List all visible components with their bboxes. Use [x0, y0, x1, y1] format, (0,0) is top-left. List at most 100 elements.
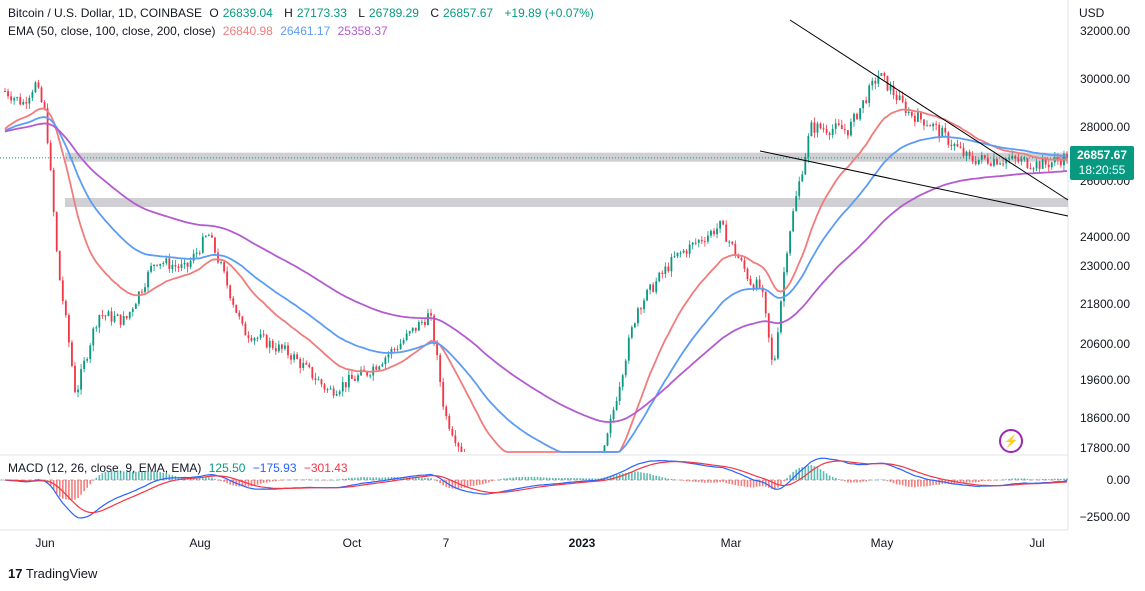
candle-body — [862, 100, 865, 109]
macd-histogram-bar — [804, 466, 807, 480]
macd-histogram-bar — [1026, 478, 1029, 480]
candle-body — [813, 122, 816, 133]
macd-histogram-bar — [433, 479, 435, 481]
symbol-title[interactable]: Bitcoin / U.S. Dollar, 1D, COINBASE — [8, 6, 203, 20]
macd-histogram-bar — [688, 480, 691, 482]
support-resistance-zone — [65, 152, 1068, 162]
candle-body — [311, 367, 314, 379]
candle-body — [983, 155, 986, 159]
macd-histogram-bar — [28, 480, 31, 481]
candle-body — [451, 428, 454, 436]
candle-body — [652, 284, 655, 292]
macd-histogram-bar — [813, 466, 816, 480]
macd-histogram-bar — [34, 479, 37, 480]
candle-body — [442, 382, 445, 407]
macd-histogram-bar — [451, 480, 454, 489]
macd-histogram-bar — [521, 476, 524, 480]
macd-histogram-bar — [694, 480, 697, 482]
candle-body — [773, 358, 776, 360]
candle-body — [40, 87, 43, 103]
tradingview-logo[interactable]: 17 TradingView — [8, 566, 98, 581]
price-tick-label: 20600.00 — [1080, 337, 1130, 351]
candle-body — [207, 235, 210, 237]
candle-body — [752, 284, 755, 290]
candle-body — [58, 250, 61, 281]
macd-histogram-bar — [722, 480, 724, 483]
candle-body — [974, 161, 977, 165]
candle-body — [134, 303, 137, 309]
candle-body — [22, 101, 25, 105]
macd-histogram-bar — [564, 477, 566, 480]
macd-histogram-bar — [1066, 478, 1068, 480]
candle-body — [320, 379, 323, 385]
candle-body — [137, 291, 140, 304]
candle-body — [350, 374, 353, 379]
candle-body — [156, 264, 159, 266]
macd-histogram-bar — [819, 469, 822, 480]
macd-histogram-bar — [74, 480, 76, 500]
macd-histogram-bar — [314, 479, 317, 481]
candle-body — [871, 80, 874, 86]
candle-body — [427, 313, 429, 326]
candle-body — [1023, 158, 1026, 160]
macd-histogram-bar — [935, 480, 937, 485]
macd-histogram-bar — [253, 480, 256, 486]
macd-hist-value: 125.50 — [208, 461, 246, 475]
candle-body — [667, 266, 670, 272]
macd-histogram-bar — [481, 480, 484, 485]
last-price: 26857.67 — [1076, 148, 1128, 162]
macd-histogram-bar — [415, 477, 417, 480]
macd-histogram-bar — [801, 467, 804, 480]
macd-histogram-bar — [1060, 478, 1062, 480]
macd-histogram-bar — [296, 479, 298, 480]
macd-histogram-bar — [652, 475, 654, 480]
candle-body — [122, 315, 125, 325]
lightning-icon[interactable]: ⚡ — [999, 429, 1023, 453]
macd-histogram-bar — [670, 478, 673, 480]
candle-body — [1029, 167, 1032, 169]
macd-histogram-bar — [113, 470, 116, 480]
candle-body — [287, 345, 289, 356]
macd-histogram-bar — [771, 480, 773, 489]
macd-histogram-bar — [649, 473, 651, 480]
candle-body — [898, 95, 901, 101]
macd-label[interactable]: MACD (12, 26, close, 9, EMA, EMA) — [8, 461, 202, 475]
macd-histogram-bar — [734, 480, 737, 486]
macd-histogram-bar — [667, 478, 670, 480]
candle-body — [74, 365, 76, 393]
macd-histogram-bar — [323, 480, 326, 481]
macd-histogram-bar — [719, 480, 721, 483]
macd-histogram-bar — [281, 480, 283, 481]
ema-label[interactable]: EMA (50, close, 100, close, 200, close) — [8, 24, 216, 38]
candle-body — [387, 354, 390, 358]
candle-body — [664, 266, 667, 274]
support-resistance-zone — [65, 198, 1068, 207]
candle-body — [448, 416, 451, 429]
macd-signal-value: −301.43 — [303, 461, 348, 475]
candle-body — [454, 435, 457, 444]
candle-body — [67, 315, 70, 343]
currency-label[interactable]: USD — [1079, 6, 1105, 20]
candle-body — [198, 252, 201, 254]
macd-histogram-bar — [685, 480, 688, 482]
candle-body — [834, 123, 837, 129]
macd-histogram-bar — [904, 480, 907, 487]
candle-body — [274, 348, 277, 352]
macd-histogram-bar — [524, 476, 527, 480]
candle-body — [4, 91, 6, 92]
candle-body — [795, 196, 798, 212]
candle-body — [25, 101, 28, 104]
macd-histogram-bar — [515, 477, 518, 480]
candle-body — [603, 445, 606, 452]
macd-histogram-bar — [466, 480, 469, 488]
candle-body — [1026, 158, 1029, 168]
symbol-legend: Bitcoin / U.S. Dollar, 1D, COINBASE O 268… — [8, 6, 598, 20]
candle-body — [630, 327, 633, 338]
macd-histogram-bar — [250, 480, 253, 487]
macd-histogram-bar — [205, 477, 207, 480]
macd-histogram-bar — [55, 480, 58, 494]
macd-histogram-bar — [335, 479, 338, 481]
macd-histogram-bar — [996, 480, 998, 481]
macd-histogram-bar — [348, 477, 350, 480]
